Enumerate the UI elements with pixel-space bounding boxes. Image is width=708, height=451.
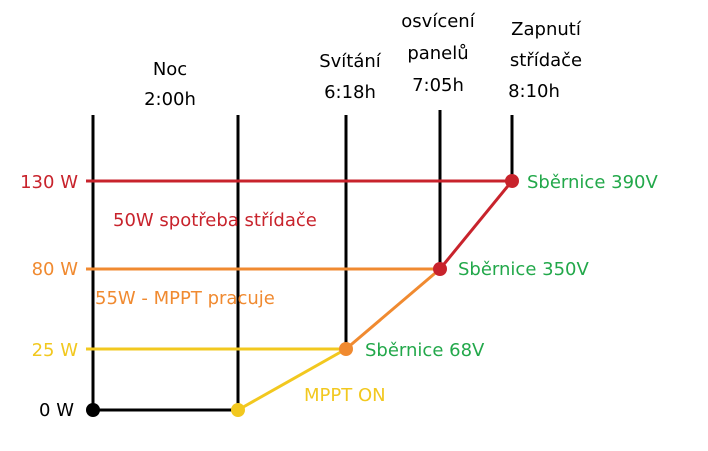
point [505, 174, 519, 188]
annotation: 50W spotřeba střídače [113, 210, 317, 231]
column-label: Svítání [319, 51, 382, 72]
column-label: Noc [153, 59, 187, 80]
bus-label: Sběrnice 350V [458, 259, 589, 280]
bus-label: Sběrnice 68V [365, 340, 485, 361]
level-label: 130 W [20, 172, 78, 193]
ramp-line [438, 180, 514, 270]
column-label: 6:18h [324, 82, 376, 103]
point [339, 342, 353, 356]
column-label: Zapnutí [511, 19, 582, 40]
lines [86, 110, 514, 412]
annotation: MPPT ON [304, 385, 386, 406]
level-label: 80 W [32, 259, 79, 280]
ramp-line [345, 267, 441, 351]
level-label: 0 W [39, 400, 74, 421]
annotation: 55W - MPPT pracuje [95, 288, 275, 309]
column-label: 8:10h [508, 81, 560, 102]
column-label: panelů [407, 43, 468, 64]
point [86, 403, 100, 417]
point [231, 403, 245, 417]
bus-label: Sběrnice 390V [527, 172, 658, 193]
column-label: 7:05h [412, 75, 464, 96]
column-label: osvícení [401, 11, 475, 32]
column-label: střídače [510, 50, 582, 71]
point [433, 262, 447, 276]
ramp-line [237, 347, 347, 412]
column-label: 2:00h [144, 89, 196, 110]
level-label: 25 W [32, 340, 79, 361]
